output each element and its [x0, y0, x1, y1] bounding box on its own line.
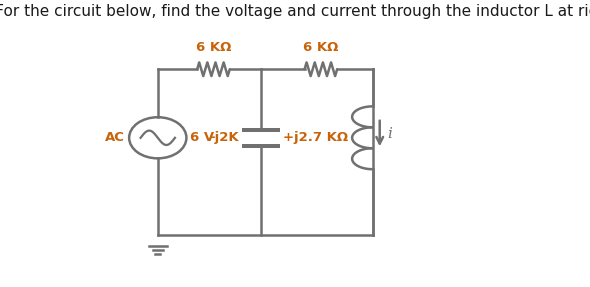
Text: 6 V: 6 V [191, 131, 215, 144]
Text: 6 KΩ: 6 KΩ [196, 40, 231, 54]
Text: i: i [388, 127, 392, 141]
Text: 6 KΩ: 6 KΩ [303, 40, 339, 54]
Text: +j2.7 KΩ: +j2.7 KΩ [283, 131, 348, 144]
Text: -j2K: -j2K [209, 131, 238, 144]
Text: 7.  For the circuit below, find the voltage and current through the inductor L a: 7. For the circuit below, find the volta… [0, 3, 590, 19]
Text: AC: AC [105, 131, 125, 144]
